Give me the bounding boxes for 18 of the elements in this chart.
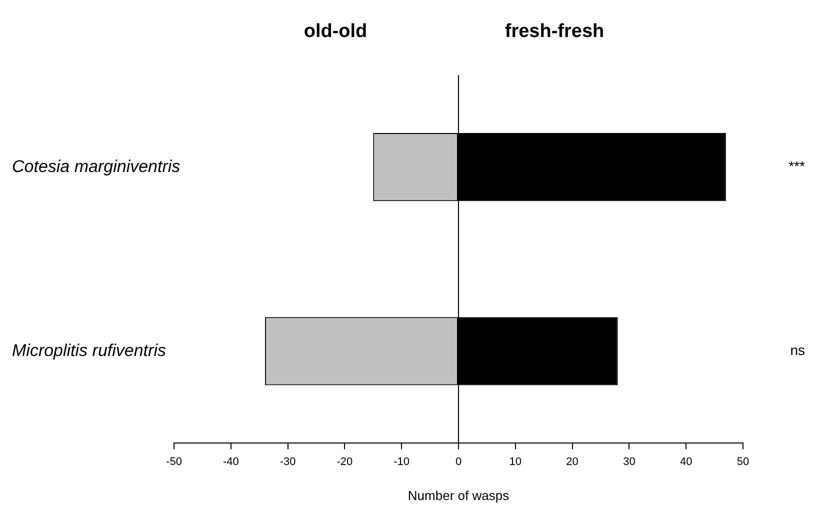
x-tick-label: 10: [509, 456, 522, 468]
x-tick-label: 30: [623, 456, 636, 468]
x-tick-label: -10: [394, 456, 410, 468]
x-tick-label: 50: [736, 456, 750, 468]
x-tick-label: 0: [455, 456, 462, 468]
text: old-old: [304, 21, 368, 42]
x-tick-label: 40: [680, 456, 692, 468]
y-tick-label: Microplitis rufiventris: [12, 340, 166, 360]
y-tick-label: Cotesia marginiventris: [12, 156, 181, 176]
text: ns: [790, 342, 805, 358]
x-tick-label: -30: [280, 456, 296, 468]
text: ***: [788, 158, 806, 174]
text: fresh-fresh: [504, 21, 604, 42]
x-axis-title: Number of wasps: [408, 488, 510, 503]
x-tick-label: -50: [166, 456, 182, 468]
x-tick-label: -20: [336, 456, 353, 468]
x-tick-label: 20: [566, 456, 578, 468]
x-tick-label: -40: [222, 456, 239, 468]
